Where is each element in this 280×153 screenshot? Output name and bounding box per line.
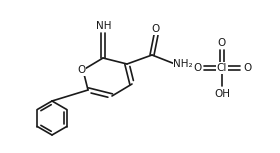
Text: OH: OH	[214, 89, 230, 99]
Text: NH: NH	[96, 21, 112, 31]
Text: O: O	[152, 24, 160, 34]
Text: NH₂: NH₂	[173, 59, 193, 69]
Text: Cl: Cl	[217, 63, 227, 73]
Text: O: O	[77, 65, 85, 75]
Text: O: O	[193, 63, 201, 73]
Text: O: O	[243, 63, 251, 73]
Text: O: O	[218, 38, 226, 48]
